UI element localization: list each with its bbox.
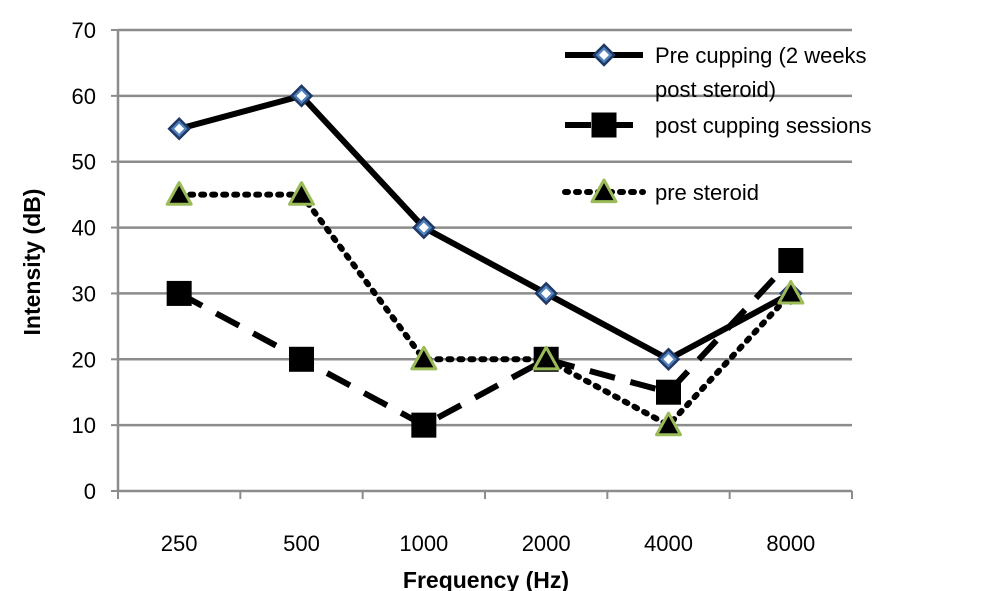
data-point-series-1 [656,379,681,405]
data-point-series-1 [289,346,314,372]
data-point-series-0-inner [296,90,307,101]
y-tick-label: 50 [72,150,96,175]
legend: Pre cupping (2 weeks post steroid) post cu… [562,43,871,205]
x-tick-label: 250 [161,531,198,556]
x-tick-label: 8000 [766,531,815,556]
x-tick-label: 1000 [399,531,448,556]
y-tick-label: 10 [72,413,96,438]
x-tick-label: 4000 [644,531,693,556]
data-point-series-2 [410,345,438,371]
series-line-1 [177,258,794,429]
data-point-series-0-inner [174,123,185,134]
legend-label-1: post cupping sessions [655,113,871,138]
data-point-series-1 [778,248,804,273]
legend-label-0: post steroid) [655,77,776,102]
data-point-series-1 [166,280,192,306]
y-tick-label: 40 [72,216,96,241]
legend-marker-2 [590,178,618,204]
axes: 0 10 20 30 40 50 60 70 250 500 1000 2000 4000 8000 [72,18,853,556]
series-lines [165,84,805,438]
data-point-series-0-inner [663,354,674,365]
data-point-series-1 [411,412,437,438]
y-tick-label: 30 [72,281,96,306]
gridlines [118,28,852,427]
y-tick-label: 20 [72,347,96,372]
data-point-series-0-inner [541,288,552,299]
legend-marker-1 [591,112,617,138]
x-tick-label: 500 [283,531,320,556]
data-point-series-2 [165,181,193,206]
data-point-series-2 [532,345,560,371]
legend-marker-0-inner [599,50,609,60]
data-point-series-2 [777,279,805,305]
y-tick-label: 70 [72,18,96,43]
legend-label-0: Pre cupping (2 weeks [655,43,867,68]
series-line-0 [178,92,793,363]
series-line-2 [176,191,794,429]
y-tick-label: 60 [72,84,96,109]
data-point-series-2 [288,181,315,206]
x-axis-title: Frequency (Hz) [403,567,569,591]
data-point-series-2 [655,411,682,437]
data-point-series-0-inner [418,222,429,233]
legend-label-2: pre steroid [655,180,759,205]
x-tick-label: 2000 [522,531,571,556]
y-axis-title: Intensity (dB) [19,189,45,336]
y-tick-label: 0 [84,479,96,504]
